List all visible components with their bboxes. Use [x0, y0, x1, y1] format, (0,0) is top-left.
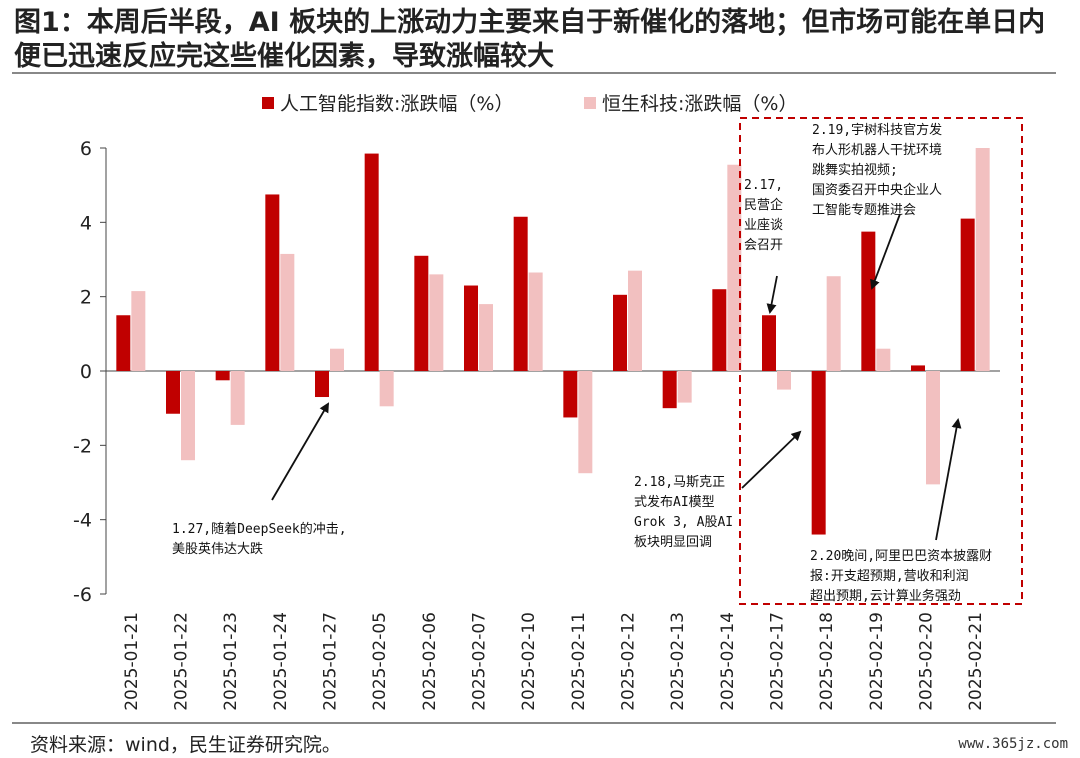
bar-ai-index [464, 285, 478, 371]
bar-ai-index [861, 231, 876, 371]
bar-ai-index [116, 315, 131, 371]
y-tick-label: 0 [80, 361, 92, 383]
bar-hstech [777, 371, 791, 390]
x-tick-label: 2025-01-21 [122, 612, 142, 711]
bar-ai-index [613, 294, 627, 371]
bar-hstech [181, 371, 195, 461]
bar-ai-index [911, 365, 925, 371]
x-tick-label: 2025-02-14 [718, 612, 738, 711]
bar-hstech [280, 253, 295, 371]
x-tick-label: 2025-02-13 [668, 612, 688, 711]
x-tick-label: 2025-02-20 [917, 612, 937, 711]
y-tick-label: -2 [73, 435, 92, 457]
legend-label: 人工智能指数:涨跌幅（%） [280, 93, 513, 115]
annotation-arrow [766, 275, 778, 314]
y-tick-label: -6 [73, 584, 92, 606]
legend-swatch [262, 97, 274, 109]
annotation-text: 1.27,随着DeepSeek的冲击, [172, 521, 347, 537]
y-tick-label: 6 [80, 138, 92, 160]
bar-hstech [479, 304, 493, 371]
bar-hstech [876, 348, 891, 371]
bar-ai-index [563, 371, 578, 418]
legend-label: 恒生科技:涨跌幅（%） [602, 93, 797, 115]
annotation-text: 超出预期,云计算业务强劲 [810, 588, 961, 604]
chart-title: 图1：本周后半段，AI 板块的上涨动力主要来自于新催化的落地；但市场可能在单日内… [14, 7, 1046, 72]
annotation-text: 美股英伟达大跌 [172, 541, 263, 557]
bar-hstech [379, 371, 394, 407]
bar-ai-index [811, 371, 826, 535]
x-tick-label: 2025-02-07 [470, 612, 490, 711]
annotation-text: 2.19,宇树科技官方发 [812, 122, 942, 138]
annotation-text: 业座谈 [744, 218, 783, 233]
bar-hstech [330, 348, 344, 371]
bottom-divider [12, 722, 1056, 724]
annotation-arrow [870, 213, 901, 290]
x-tick-label: 2025-02-17 [768, 612, 788, 711]
annotation-text: 报:开支超预期,营收和利润 [810, 569, 969, 584]
bar-ai-index [662, 371, 677, 409]
x-tick-label: 2025-01-27 [321, 612, 341, 711]
x-tick-label: 2025-02-21 [966, 612, 986, 711]
x-tick-label: 2025-02-06 [420, 612, 440, 711]
annotation-arrow [271, 402, 330, 501]
bar-hstech [230, 371, 245, 425]
bar-ai-index [712, 289, 727, 371]
annotation-text: 2.20晚间,阿里巴巴资本披露财 [810, 549, 992, 564]
annotation-text: 民营企 [744, 197, 783, 213]
x-tick-label: 2025-02-05 [370, 612, 390, 711]
bar-ai-index [414, 255, 429, 371]
bar-ai-index [762, 315, 776, 371]
x-tick-label: 2025-01-24 [271, 612, 291, 711]
source-note: 资料来源：wind，民生证券研究院。 [30, 734, 341, 756]
bar-ai-index [315, 371, 329, 398]
annotation-arrow [935, 418, 962, 541]
bar-hstech [975, 148, 990, 371]
x-tick-label: 2025-02-10 [519, 612, 539, 711]
y-tick-label: 2 [80, 287, 92, 309]
bar-hstech [578, 371, 593, 474]
watermark: www.365jz.com [958, 736, 1068, 752]
x-tick-label: 2025-01-22 [172, 612, 192, 711]
y-tick-label: 4 [80, 212, 92, 234]
x-tick-label: 2025-02-19 [867, 612, 887, 711]
annotation-text: 跳舞实拍视频; [812, 163, 898, 178]
annotation-text: 式发布AI模型 [634, 494, 715, 510]
annotation-text: 国资委召开中央企业人 [812, 182, 942, 198]
annotation-text: 工智能专题推进会 [812, 203, 916, 218]
bar-hstech [727, 164, 742, 371]
bar-ai-index [265, 194, 280, 371]
annotation-text: 布人形机器人干扰环境 [812, 143, 942, 158]
bar-hstech [429, 274, 444, 371]
bar-hstech [528, 272, 543, 371]
annotation-arrow [741, 430, 802, 489]
bar-ai-index [513, 216, 528, 371]
annotation-text: 板块明显回调 [634, 535, 712, 550]
x-tick-label: 2025-02-11 [569, 612, 589, 711]
bar-chart: 6 4 2 0 -2 -4 -6 2025-01-21 2025-01-22 2025-01-23… [73, 93, 1023, 711]
top-divider [12, 72, 1056, 74]
bar-ai-index [215, 371, 230, 381]
bar-hstech [926, 371, 940, 485]
annotation-text: 2.17, [744, 178, 783, 193]
x-tick-label: 2025-02-12 [619, 612, 639, 711]
bar-hstech [628, 270, 642, 371]
bar-ai-index [960, 218, 975, 371]
legend-swatch [584, 97, 596, 109]
x-tick-label: 2025-01-23 [221, 612, 241, 711]
bar-hstech [131, 291, 146, 371]
bar-hstech [826, 276, 841, 371]
y-tick-label: -4 [73, 510, 92, 532]
x-tick-label: 2025-02-18 [817, 612, 837, 711]
annotation-text: 会召开 [744, 238, 783, 253]
annotation-text: 2.18,马斯克正 [634, 475, 725, 490]
annotation-text: Grok 3, A股AI [634, 515, 733, 530]
bar-ai-index [166, 371, 180, 414]
bar-hstech [677, 371, 692, 403]
bar-ai-index [364, 153, 379, 371]
